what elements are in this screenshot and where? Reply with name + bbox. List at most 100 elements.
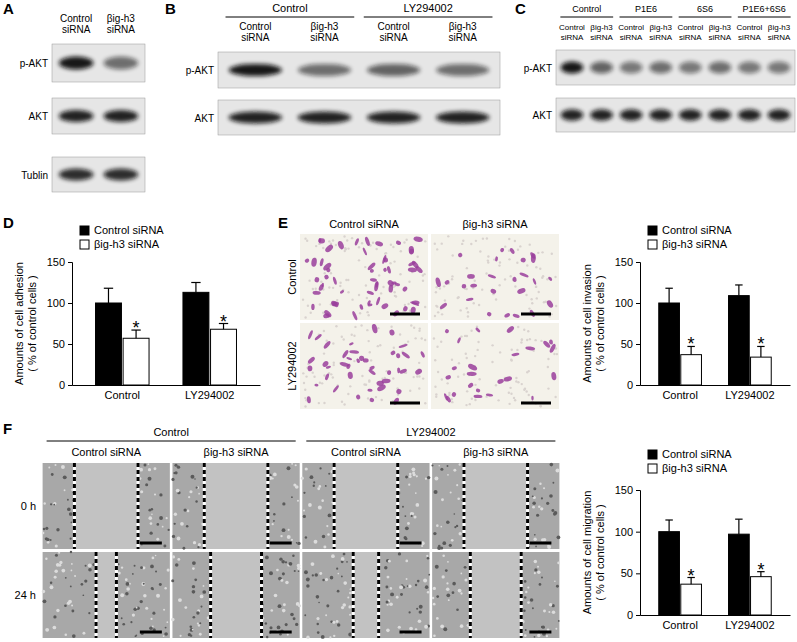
wound-image [42, 463, 170, 549]
cell [288, 529, 290, 531]
micrograph [300, 323, 428, 409]
bar [751, 577, 772, 615]
cell [435, 565, 439, 569]
pore [343, 235, 345, 237]
pore [435, 291, 437, 293]
pore [508, 258, 510, 260]
pore [351, 334, 353, 336]
cell [364, 236, 371, 246]
tick: 100 [615, 526, 640, 538]
cell [511, 352, 519, 356]
cell [446, 520, 450, 524]
cell [135, 635, 137, 637]
pore [511, 349, 513, 351]
pore [504, 245, 506, 247]
pore [478, 304, 480, 306]
blot-band [367, 112, 420, 124]
cell [192, 585, 195, 588]
pore [528, 370, 530, 372]
pore [443, 285, 445, 287]
cell [140, 566, 143, 569]
cell [136, 607, 138, 609]
cell [410, 512, 414, 516]
cell [316, 595, 320, 599]
pore [461, 243, 463, 245]
pore [495, 384, 497, 386]
tick-mark [68, 344, 72, 345]
error-stem [669, 520, 670, 532]
cell [172, 535, 175, 538]
cell [337, 240, 345, 250]
cell [273, 513, 275, 515]
cell [304, 614, 306, 616]
cell [47, 541, 50, 544]
cell [425, 585, 429, 589]
cell [541, 497, 543, 499]
cell [552, 611, 555, 614]
cell [449, 544, 452, 547]
pore [364, 266, 366, 268]
cell [532, 495, 534, 497]
pore [466, 390, 468, 392]
cell [121, 617, 123, 619]
cell [171, 478, 174, 481]
cell [188, 633, 191, 636]
axis-line [641, 615, 791, 616]
lane-label: siRNA [738, 33, 761, 42]
pore [515, 380, 517, 382]
cell [367, 303, 373, 307]
row-label: 0 h [21, 500, 36, 512]
tick-mark [636, 532, 640, 533]
axis-line [641, 385, 791, 386]
cell [140, 490, 143, 493]
pore [322, 312, 324, 314]
pore [466, 307, 468, 309]
cell [388, 560, 391, 563]
cell [67, 507, 71, 511]
cell [193, 541, 196, 544]
lane-label: βig-h3 [768, 23, 791, 32]
wound-edge-back [115, 552, 118, 638]
pore [310, 311, 312, 313]
cell [321, 499, 324, 502]
pore [499, 261, 501, 263]
pore [335, 325, 337, 327]
pore [304, 316, 306, 318]
cell [446, 593, 450, 597]
cell [303, 492, 305, 494]
cell [546, 635, 548, 637]
pore [523, 329, 525, 331]
cell [473, 395, 482, 399]
cell [88, 564, 92, 568]
cell [294, 570, 296, 572]
cell [346, 356, 352, 360]
pore [341, 336, 343, 338]
cell [336, 568, 338, 570]
tick-label: 50 [621, 338, 633, 350]
cell [404, 536, 407, 539]
tick: 100 [615, 297, 640, 309]
cell [413, 473, 416, 476]
pore [409, 390, 411, 392]
cell [276, 569, 279, 572]
pore [525, 390, 527, 392]
annotation: * [220, 312, 227, 332]
cell [189, 490, 192, 493]
cell [53, 502, 56, 505]
cell [533, 487, 536, 490]
cell [287, 535, 291, 539]
cell [152, 625, 154, 627]
cell [425, 478, 427, 480]
cell [71, 570, 73, 572]
pore [394, 295, 396, 297]
tick-label: LY294002 [185, 389, 234, 401]
cell [177, 537, 181, 541]
lane-label: Control [559, 23, 585, 32]
cell [451, 539, 454, 542]
pore [476, 349, 478, 351]
plot-area [659, 285, 771, 385]
error-cap [735, 519, 742, 520]
cell [125, 592, 128, 595]
blot-band [590, 109, 613, 121]
cell [459, 463, 461, 465]
